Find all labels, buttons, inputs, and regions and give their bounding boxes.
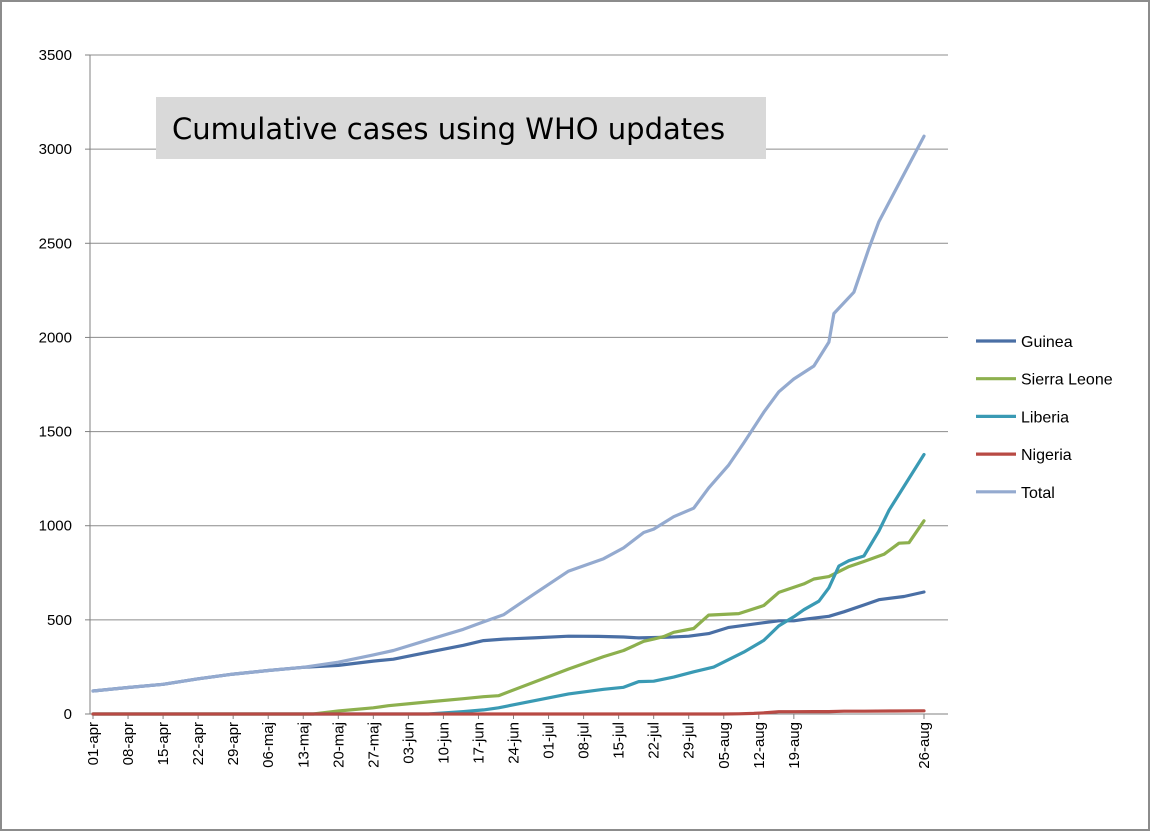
x-tick-label: 05-aug bbox=[716, 722, 733, 769]
x-tick-label: 10-jun bbox=[435, 722, 452, 764]
y-tick-label: 1000 bbox=[39, 518, 72, 535]
chart-title: Cumulative cases using WHO updates bbox=[172, 112, 725, 146]
x-tick-label: 08-apr bbox=[120, 722, 137, 765]
x-tick-label: 08-jul bbox=[576, 722, 593, 759]
x-tick-label: 15-apr bbox=[155, 722, 172, 765]
legend-label: Sierra Leone bbox=[1021, 372, 1113, 389]
y-tick-label: 2000 bbox=[39, 329, 72, 346]
x-tick-label: 27-maj bbox=[365, 722, 382, 768]
x-axis-ticks: 01-apr 08-apr 15-apr 22-apr 29-apr 06-maj 13-m… bbox=[85, 714, 933, 769]
x-tick-label: 03-jun bbox=[400, 722, 417, 764]
y-tick-label: 3000 bbox=[39, 141, 72, 158]
y-tick-label: 0 bbox=[64, 706, 72, 723]
x-tick-label: 26-aug bbox=[916, 722, 933, 769]
x-tick-label: 17-jun bbox=[470, 722, 487, 764]
legend-label: Guinea bbox=[1021, 334, 1073, 351]
x-tick-label: 19-aug bbox=[786, 722, 803, 769]
y-tick-label: 2500 bbox=[39, 235, 72, 252]
x-tick-label: 29-apr bbox=[225, 722, 242, 765]
legend-label: Nigeria bbox=[1021, 447, 1072, 464]
x-tick-label: 20-maj bbox=[330, 722, 347, 768]
x-tick-label: 29-jul bbox=[681, 722, 698, 759]
x-tick-label: 13-maj bbox=[295, 722, 312, 768]
x-tick-label: 22-jul bbox=[646, 722, 663, 759]
y-tick-label: 1500 bbox=[39, 424, 72, 441]
series-lines bbox=[91, 134, 926, 716]
y-axis-ticks: 0 500 1000 1500 2000 2500 3000 3500 bbox=[39, 47, 90, 723]
x-tick-label: 06-maj bbox=[260, 722, 277, 768]
chart-title-box: Cumulative cases using WHO updates bbox=[156, 97, 766, 159]
x-tick-label: 01-jul bbox=[541, 722, 558, 759]
chart-title-background bbox=[156, 97, 766, 159]
x-tick-label: 22-apr bbox=[190, 722, 207, 765]
series-line-total bbox=[91, 134, 926, 693]
series-line-sierra-leone bbox=[91, 519, 926, 716]
series-line-liberia bbox=[91, 452, 926, 716]
y-tick-label: 500 bbox=[47, 612, 72, 629]
x-tick-label: 12-aug bbox=[751, 722, 768, 769]
x-tick-label: 01-apr bbox=[85, 722, 102, 765]
legend-label: Liberia bbox=[1021, 409, 1069, 426]
y-tick-label: 3500 bbox=[39, 47, 72, 64]
x-tick-label: 24-jun bbox=[506, 722, 523, 764]
series-line-nigeria bbox=[91, 709, 926, 716]
x-tick-label: 15-jul bbox=[611, 722, 628, 759]
legend: Guinea Sierra Leone Liberia Nigeria Total bbox=[976, 334, 1113, 502]
legend-label: Total bbox=[1021, 485, 1055, 502]
